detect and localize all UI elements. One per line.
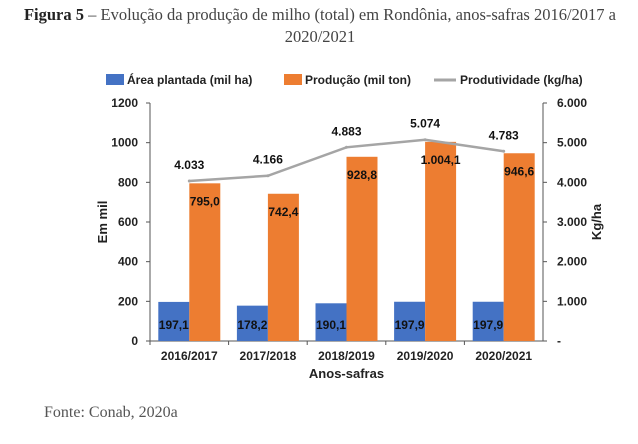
point-produtividade-2 bbox=[345, 145, 348, 149]
y-tick-label-right-1: 1.000 bbox=[557, 294, 587, 308]
x-tick-label-1: 2017/2018 bbox=[240, 349, 297, 363]
data-label-produtividade-4: 4.783 bbox=[489, 128, 519, 142]
legend-label-2: Produtividade (kg/ha) bbox=[460, 73, 583, 87]
y-tick-label-left-2: 400 bbox=[118, 255, 138, 269]
data-label-area-0: 197,1 bbox=[159, 318, 189, 332]
figure-label: Figura 5 bbox=[23, 5, 85, 24]
x-tick-label-2: 2018/2019 bbox=[318, 349, 375, 363]
source-note: Fonte: Conab, 2020a bbox=[44, 404, 178, 421]
y-tick-label-right-3: 3.000 bbox=[557, 215, 587, 229]
bar-producao-1 bbox=[267, 193, 299, 341]
y-tick-label-left-3: 600 bbox=[118, 215, 138, 229]
y-axis-title-right: Kg/ha bbox=[589, 203, 604, 240]
legend-swatch-1 bbox=[284, 74, 302, 85]
bar-area-1 bbox=[236, 305, 268, 341]
data-label-produtividade-2: 4.883 bbox=[331, 124, 361, 138]
point-produtividade-0 bbox=[187, 179, 191, 183]
legend-label-0: Área plantada (mil ha) bbox=[127, 72, 252, 87]
y-tick-label-left-1: 200 bbox=[118, 294, 138, 308]
bar-area-3 bbox=[394, 301, 426, 341]
data-label-producao-0: 795,0 bbox=[190, 194, 220, 208]
point-produtividade-3 bbox=[423, 138, 427, 142]
y-tick-label-left-5: 1000 bbox=[111, 136, 138, 150]
bar-area-0 bbox=[158, 301, 190, 341]
figure-caption: Figura 5 – Evolução da produção de milho… bbox=[20, 4, 620, 48]
y-tick-label-left-6: 1200 bbox=[111, 96, 138, 110]
data-label-producao-4: 946,6 bbox=[504, 164, 534, 178]
y-tick-label-right-5: 5.000 bbox=[557, 136, 587, 150]
y-tick-label-right-6: 6.000 bbox=[557, 96, 587, 110]
point-produtividade-4 bbox=[502, 149, 506, 153]
y-tick-label-left-4: 800 bbox=[118, 175, 138, 189]
x-tick-label-4: 2020/2021 bbox=[475, 349, 532, 363]
x-tick-label-3: 2019/2020 bbox=[397, 349, 454, 363]
bar-area-4 bbox=[472, 301, 504, 341]
data-label-producao-3: 1.004,1 bbox=[421, 153, 461, 167]
data-label-produtividade-1: 4.166 bbox=[253, 153, 283, 167]
bar-producao-4 bbox=[503, 153, 535, 341]
x-tick-label-0: 2016/2017 bbox=[161, 349, 218, 363]
data-label-producao-1: 742,4 bbox=[268, 205, 298, 219]
y-tick-label-right-0: - bbox=[557, 334, 561, 348]
y-axis-title-left: Em mil bbox=[95, 201, 110, 244]
point-produtividade-1 bbox=[266, 174, 270, 178]
figure-title: – Evolução da produção de milho (total) … bbox=[84, 5, 617, 46]
y-tick-label-right-4: 4.000 bbox=[557, 175, 587, 189]
data-label-produtividade-0: 4.033 bbox=[174, 158, 204, 172]
data-label-producao-2: 928,8 bbox=[347, 168, 377, 182]
legend-swatch-0 bbox=[106, 74, 124, 85]
x-axis-title: Anos-safras bbox=[309, 366, 384, 381]
data-label-area-2: 190,1 bbox=[316, 318, 346, 332]
bar-area-2 bbox=[315, 303, 347, 341]
legend-label-1: Produção (mil ton) bbox=[305, 73, 411, 87]
y-tick-label-right-2: 2.000 bbox=[557, 255, 587, 269]
bar-producao-0 bbox=[189, 183, 221, 341]
data-label-produtividade-3: 5.074 bbox=[410, 117, 440, 131]
bar-producao-3 bbox=[425, 141, 457, 341]
data-label-area-1: 178,2 bbox=[237, 318, 267, 332]
bar-producao-2 bbox=[346, 156, 378, 341]
y-tick-label-left-0: 0 bbox=[131, 334, 138, 348]
data-label-area-3: 197,9 bbox=[395, 318, 425, 332]
data-label-area-4: 197,9 bbox=[473, 318, 503, 332]
